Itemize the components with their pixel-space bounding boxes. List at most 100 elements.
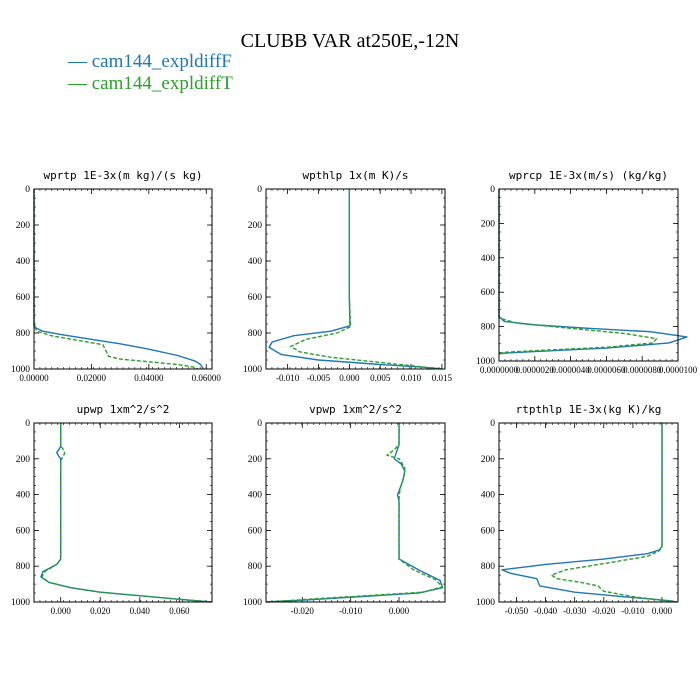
- x-tick-label: 0.0000080: [623, 365, 662, 375]
- y-tick-label: 600: [481, 288, 496, 298]
- series-line-expldiffF: [498, 189, 688, 355]
- y-tick-label: 800: [16, 329, 31, 339]
- series-line-expldiffF: [40, 423, 212, 603]
- y-tick-label: 800: [481, 323, 496, 333]
- x-tick-label: 0.000: [389, 606, 410, 616]
- y-tick-label: 200: [248, 455, 263, 465]
- panel-title: rtpthlp 1E-3x(kg K)/kg: [516, 403, 662, 416]
- x-tick-label: 0.005: [370, 373, 391, 383]
- panel-3: wprcp 1E-3x(m/s) (kg/kg) 0 200 400 600 800 100…: [476, 169, 698, 375]
- y-tick-label: 600: [16, 526, 31, 536]
- x-tick-label: -0.050: [505, 606, 529, 616]
- plot-frame: [498, 422, 679, 603]
- x-tick-label: -0.010: [276, 373, 300, 383]
- x-tick-label: 0.000: [51, 606, 72, 616]
- x-tick-label: 0.0000060: [587, 365, 626, 375]
- y-tick-label: 200: [481, 455, 496, 465]
- plot-frame: [33, 422, 213, 603]
- x-tick-label: 0.040: [130, 606, 151, 616]
- series-line-expldiffT: [550, 423, 674, 603]
- panel-title: vpwp 1xm^2/s^2: [309, 403, 402, 416]
- x-tick-label: 0.0000040: [551, 365, 590, 375]
- y-tick-label: 600: [481, 526, 496, 536]
- x-tick-label: 0.000: [652, 606, 673, 616]
- y-tick-label: 400: [248, 491, 263, 501]
- series-line-expldiffT: [33, 189, 199, 370]
- y-tick-label: 200: [16, 455, 31, 465]
- y-tick-label: 400: [16, 257, 31, 267]
- x-tick-label: 0.04000: [134, 373, 164, 383]
- x-tick-label: -0.010: [339, 606, 363, 616]
- x-tick-label: 0.020: [90, 606, 111, 616]
- y-tick-label: 1000: [11, 365, 30, 375]
- y-tick-label: 600: [16, 293, 31, 303]
- y-tick-label: 800: [248, 562, 263, 572]
- plot-frame: [498, 188, 679, 362]
- y-tick-label: 400: [481, 491, 496, 501]
- y-tick-label: 0: [25, 185, 30, 195]
- series-line-expldiffF: [501, 423, 677, 603]
- panel-6: rtpthlp 1E-3x(kg K)/kg02004006008001000-…: [476, 403, 679, 616]
- x-tick-label: 0.015: [432, 373, 453, 383]
- series-line-expldiffT: [41, 423, 213, 603]
- y-tick-label: 200: [481, 219, 496, 229]
- y-tick-label: 1000: [476, 357, 495, 367]
- y-tick-label: 600: [248, 293, 263, 303]
- x-tick-label: 0.02000: [77, 373, 107, 383]
- x-tick-label: 0.0000000: [480, 365, 519, 375]
- y-tick-label: 800: [16, 562, 31, 572]
- panel-grid: wprtp 1E-3x(m kg)/(s kg) 0 200 400 600 800 100…: [11, 169, 698, 616]
- x-tick-label: -0.030: [563, 606, 587, 616]
- legend-entry-expldiffT: — cam144_expldiffT: [67, 73, 233, 94]
- x-tick-label: 0.0000100: [659, 365, 698, 375]
- y-tick-label: 400: [481, 254, 496, 264]
- series-line-expldiffF: [33, 189, 204, 370]
- x-tick-label: -0.040: [534, 606, 558, 616]
- y-tick-label: 0: [257, 185, 262, 195]
- panel-title: upwp 1xm^2/s^2: [77, 403, 170, 416]
- series-line-expldiffT: [268, 423, 444, 603]
- x-tick-label: 0.06000: [192, 373, 222, 383]
- series-line-expldiffT: [498, 189, 658, 355]
- y-tick-label: 1000: [476, 598, 495, 608]
- y-tick-label: 1000: [11, 598, 30, 608]
- y-tick-label: 0: [25, 419, 30, 429]
- y-tick-label: 1000: [243, 598, 262, 608]
- panel-1: wprtp 1E-3x(m kg)/(s kg) 0 200 400 600 800 100…: [11, 169, 221, 383]
- y-tick-label: 1000: [243, 365, 262, 375]
- y-tick-label: 400: [16, 491, 31, 501]
- x-tick-label: 0.000: [339, 373, 360, 383]
- plot-frame: [265, 188, 446, 370]
- x-tick-label: 0.00000: [19, 373, 49, 383]
- series-line-expldiffT: [289, 189, 441, 370]
- legend-entry-expldiffF: — cam144_expldiffF: [67, 51, 232, 72]
- series-line-expldiffF: [265, 423, 444, 603]
- y-tick-label: 800: [481, 562, 496, 572]
- panel-title: wprcp 1E-3x(m/s) (kg/kg): [509, 169, 668, 182]
- panel-2: wpthlp 1x(m K)/s 0 200 400 600 800 1000 -0.010-…: [243, 169, 453, 383]
- panel-4: upwp 1xm^2/s^2 0 200 400 600 800 1000 0.000 0.02…: [11, 403, 213, 616]
- y-tick-label: 0: [490, 419, 495, 429]
- series-line-expldiffF: [268, 189, 442, 370]
- x-tick-label: -0.020: [291, 606, 315, 616]
- y-tick-label: 200: [248, 221, 263, 231]
- figure-title: CLUBB VAR at250E,-12N: [241, 30, 460, 52]
- plot-frame: [265, 422, 446, 603]
- panel-5: vpwp 1xm^2/s^2 0 200 400 600 800 1000 -0.020 -0.…: [243, 403, 446, 616]
- x-tick-label: 0.060: [169, 606, 190, 616]
- x-tick-label: 0.010: [401, 373, 422, 383]
- x-tick-label: -0.020: [592, 606, 616, 616]
- y-tick-label: 600: [248, 526, 263, 536]
- x-tick-label: -0.005: [307, 373, 331, 383]
- y-tick-label: 800: [248, 329, 263, 339]
- plot-frame: [33, 188, 213, 370]
- x-tick-label: 0.0000020: [516, 365, 555, 375]
- y-tick-label: 0: [257, 419, 262, 429]
- panel-title: wprtp 1E-3x(m kg)/(s kg): [44, 169, 203, 182]
- panel-title: wpthlp 1x(m K)/s: [303, 169, 409, 182]
- y-tick-label: 200: [16, 221, 31, 231]
- y-tick-label: 0: [490, 185, 495, 195]
- y-tick-label: 400: [248, 257, 263, 267]
- x-tick-label: -0.010: [621, 606, 645, 616]
